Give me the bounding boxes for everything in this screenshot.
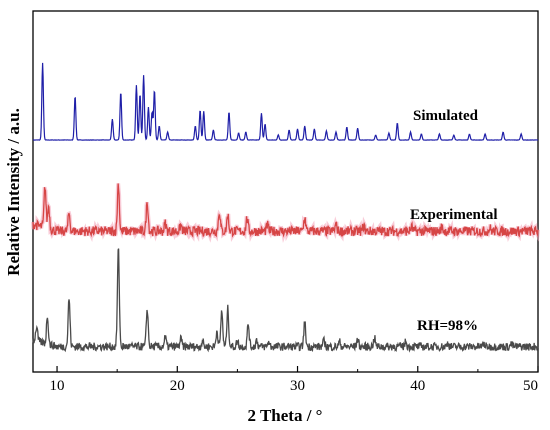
x-tick-label-10: 10 [50, 378, 65, 394]
x-tick-label-20: 20 [170, 378, 185, 394]
series-line-simulated [32, 62, 539, 141]
plot-area [32, 10, 539, 373]
x-axis-label: 2 Theta / ° [248, 406, 323, 425]
y-axis-label: Relative Intensity / a.u. [4, 108, 23, 276]
x-tick-label-30: 30 [290, 378, 305, 394]
plot-frame [32, 10, 539, 373]
x-tick-label-40: 40 [410, 378, 425, 394]
series-line-rh-98- [32, 248, 539, 353]
series-layer [31, 62, 540, 353]
series-label-experimental: Experimental [410, 207, 498, 223]
x-tick-label-50: 50 [523, 378, 538, 394]
series-line-experimental [32, 183, 539, 239]
series-label-rh98: RH=98% [417, 318, 478, 334]
series-label-simulated: Simulated [413, 108, 479, 124]
x-axis-ticks: 10 20 30 40 50 [50, 366, 539, 394]
